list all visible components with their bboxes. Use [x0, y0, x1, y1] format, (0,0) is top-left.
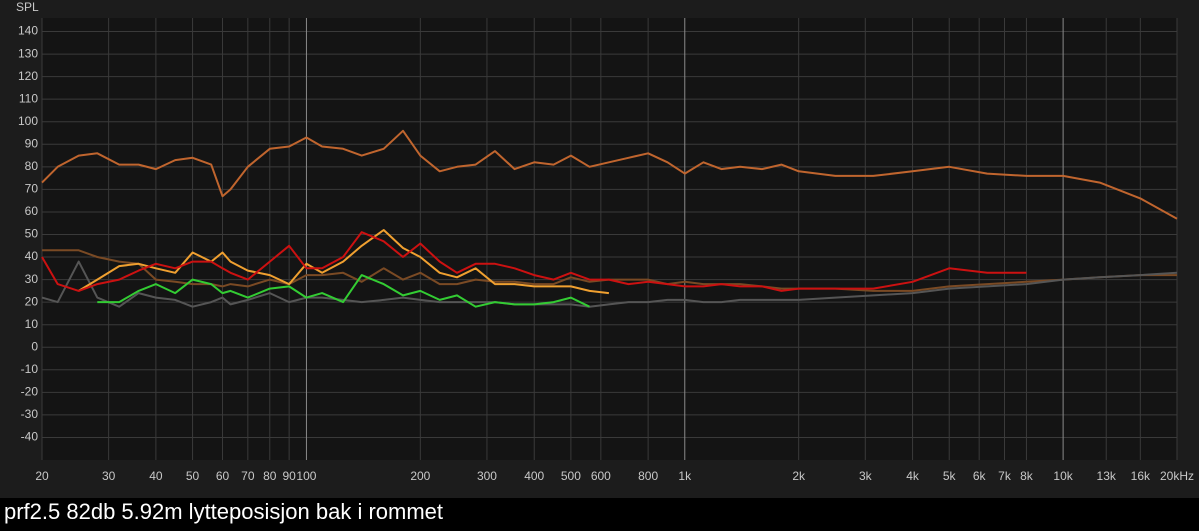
x-tick-label: 50: [186, 469, 200, 483]
y-tick-label: 70: [25, 182, 39, 196]
x-tick-label: 2k: [792, 469, 806, 483]
x-tick-label: 3k: [859, 469, 873, 483]
x-tick-label: 500: [561, 469, 581, 483]
y-tick-label: 80: [25, 159, 39, 173]
y-tick-label: 100: [18, 114, 38, 128]
x-tick-label: 90: [282, 469, 296, 483]
x-tick-label: 13k: [1097, 469, 1117, 483]
y-tick-label: 140: [18, 24, 38, 38]
y-tick-label: 50: [25, 227, 39, 241]
x-tick-label: 200: [410, 469, 430, 483]
series-line: [78, 229, 610, 295]
x-tick-label: 70: [241, 469, 255, 483]
x-tick-label: 16k: [1131, 469, 1151, 483]
x-tick-label: 400: [524, 469, 544, 483]
x-tick-label: 7k: [998, 469, 1012, 483]
y-tick-label: -30: [21, 407, 39, 421]
y-tick-label: 10: [25, 317, 39, 331]
series-line: [41, 129, 1178, 220]
y-tick-label: 90: [25, 136, 39, 150]
x-tick-label: 60: [216, 469, 230, 483]
x-tick-label: 600: [591, 469, 611, 483]
series-line: [97, 274, 590, 308]
y-tick-label: 30: [25, 272, 39, 286]
y-tick-label: -40: [21, 430, 39, 444]
x-tick-label: 1k: [678, 469, 692, 483]
series-line: [41, 231, 1027, 292]
x-tick-label: 300: [477, 469, 497, 483]
chart-title: prf2.5 82db 5.92m lytteposisjon bak i ro…: [4, 499, 443, 524]
y-axis-label: SPL: [16, 0, 39, 14]
y-tick-label: 130: [18, 46, 38, 60]
y-tick-label: 40: [25, 249, 39, 263]
x-tick-label: 6k: [973, 469, 987, 483]
x-tick-label: 20: [35, 469, 49, 483]
y-tick-label: 0: [31, 339, 38, 353]
x-tick-label: 10k: [1053, 469, 1073, 483]
x-tick-label: 8k: [1020, 469, 1034, 483]
x-tick-label: 800: [638, 469, 658, 483]
x-tick-label: 100: [296, 469, 316, 483]
x-tick-label: 80: [263, 469, 277, 483]
y-tick-label: 110: [19, 91, 38, 105]
plot-area: [42, 18, 1177, 460]
x-tick-label: 30: [102, 469, 116, 483]
series-line: [42, 249, 1177, 292]
x-tick-label: 40: [149, 469, 163, 483]
y-tick-label: -10: [21, 362, 39, 376]
y-tick-label: 60: [25, 204, 39, 218]
x-tick-label: 4k: [906, 469, 920, 483]
x-tick-label: 5k: [943, 469, 957, 483]
x-tick-label: 20kHz: [1160, 469, 1194, 483]
y-tick-label: -20: [21, 385, 39, 399]
y-tick-label: 20: [25, 294, 39, 308]
y-tick-label: 120: [18, 69, 38, 83]
